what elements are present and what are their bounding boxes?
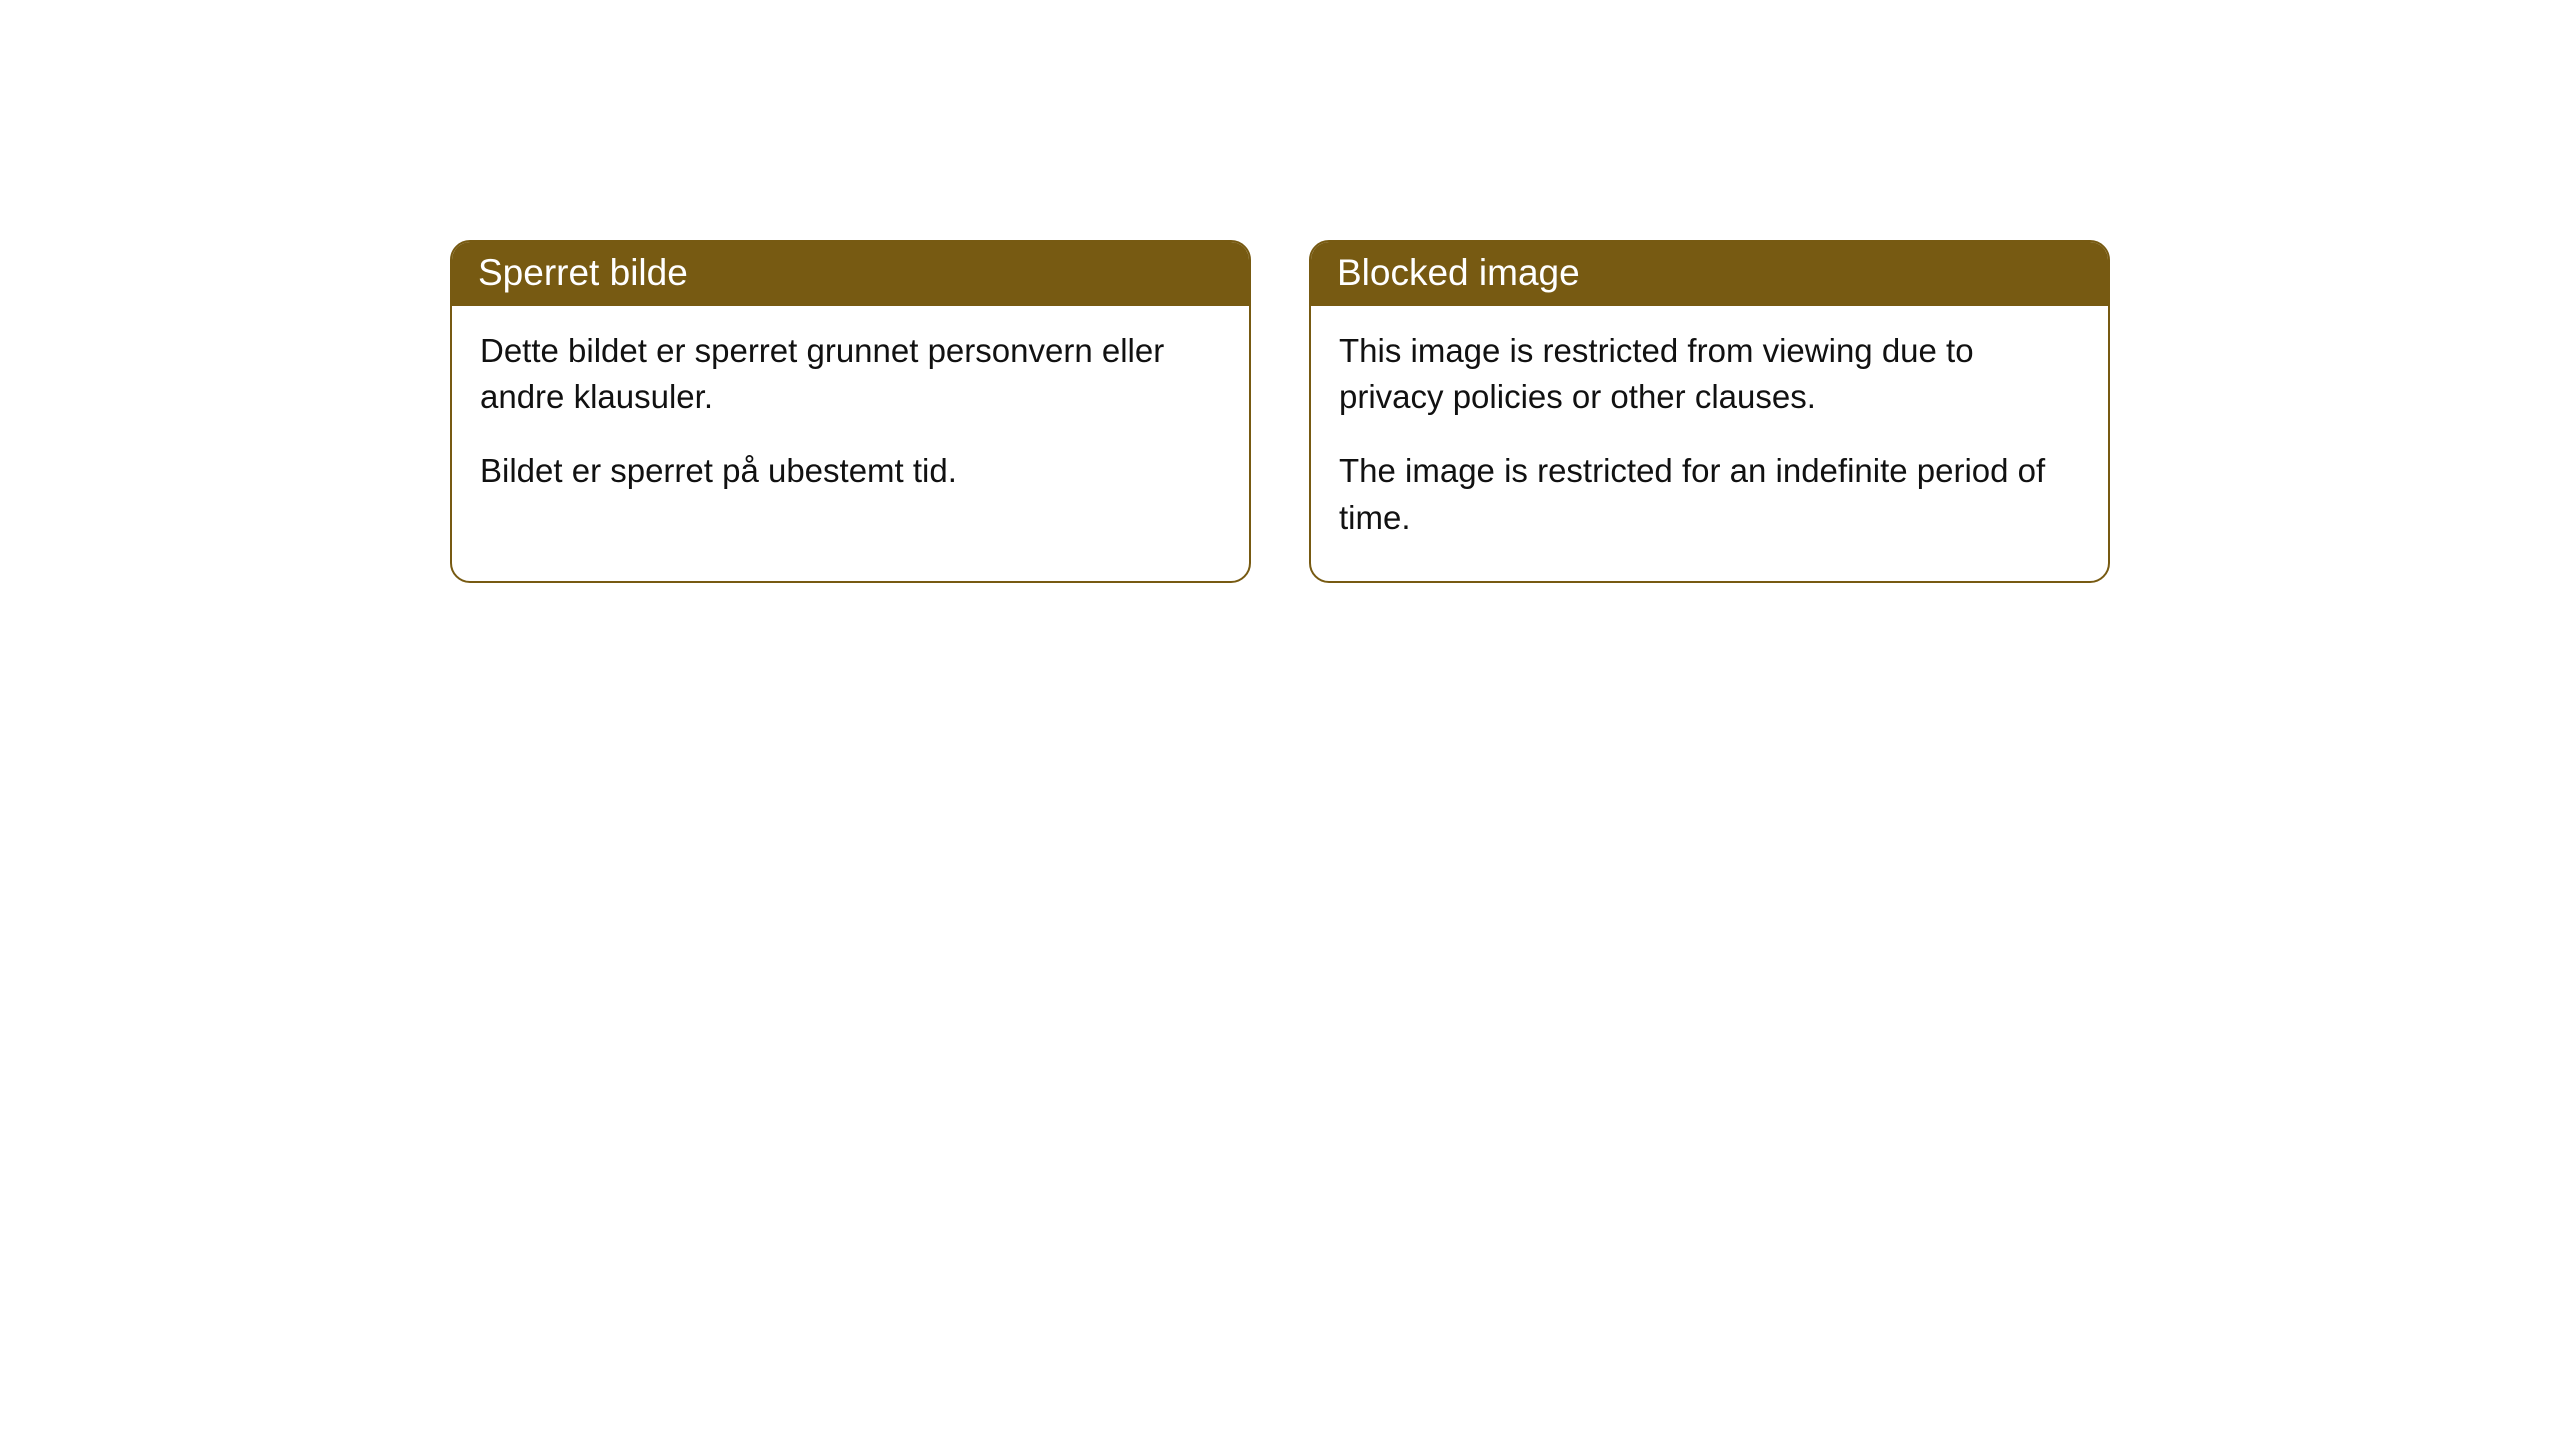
card-body: This image is restricted from viewing du…	[1311, 306, 2108, 581]
blocked-image-card-en: Blocked image This image is restricted f…	[1309, 240, 2110, 583]
card-paragraph: Dette bildet er sperret grunnet personve…	[480, 328, 1221, 420]
card-title: Sperret bilde	[452, 242, 1249, 306]
message-cards-container: Sperret bilde Dette bildet er sperret gr…	[450, 240, 2110, 583]
blocked-image-card-no: Sperret bilde Dette bildet er sperret gr…	[450, 240, 1251, 583]
card-body: Dette bildet er sperret grunnet personve…	[452, 306, 1249, 535]
card-paragraph: The image is restricted for an indefinit…	[1339, 448, 2080, 540]
card-title: Blocked image	[1311, 242, 2108, 306]
card-paragraph: This image is restricted from viewing du…	[1339, 328, 2080, 420]
card-paragraph: Bildet er sperret på ubestemt tid.	[480, 448, 1221, 494]
